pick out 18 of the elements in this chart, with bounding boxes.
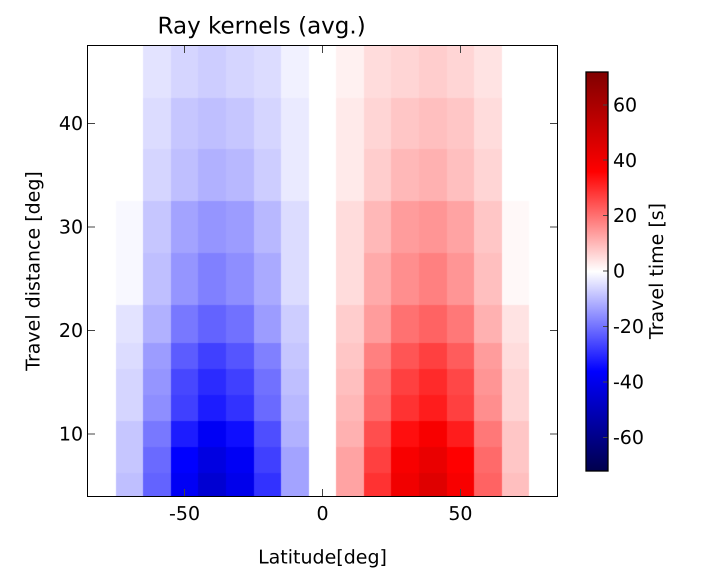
x-tick-label: -50 xyxy=(169,502,200,525)
color-bar-label: -40 xyxy=(612,371,644,394)
color-bar-label: 60 xyxy=(612,94,638,116)
color-bar-title: Travel time [s] xyxy=(646,202,668,340)
color-bar-label: 40 xyxy=(612,150,638,172)
color-bar-label: -60 xyxy=(612,426,644,449)
chart-title: Ray kernels (avg.) xyxy=(158,14,366,40)
y-tick-label: 20 xyxy=(58,320,84,342)
y-tick-label: 40 xyxy=(58,113,84,136)
y-axis-title: Travel distance [deg] xyxy=(22,171,45,372)
color-bar-label: 0 xyxy=(612,260,626,283)
color-bar-label: 20 xyxy=(612,205,638,228)
x-axis-title: Latitude[deg] xyxy=(258,546,387,568)
color-bar-label: -20 xyxy=(612,316,644,338)
y-tick-label: 30 xyxy=(58,216,84,239)
x-tick-label: 0 xyxy=(316,502,329,525)
y-tick-label: 10 xyxy=(58,424,84,446)
x-tick-label: 50 xyxy=(448,502,473,525)
